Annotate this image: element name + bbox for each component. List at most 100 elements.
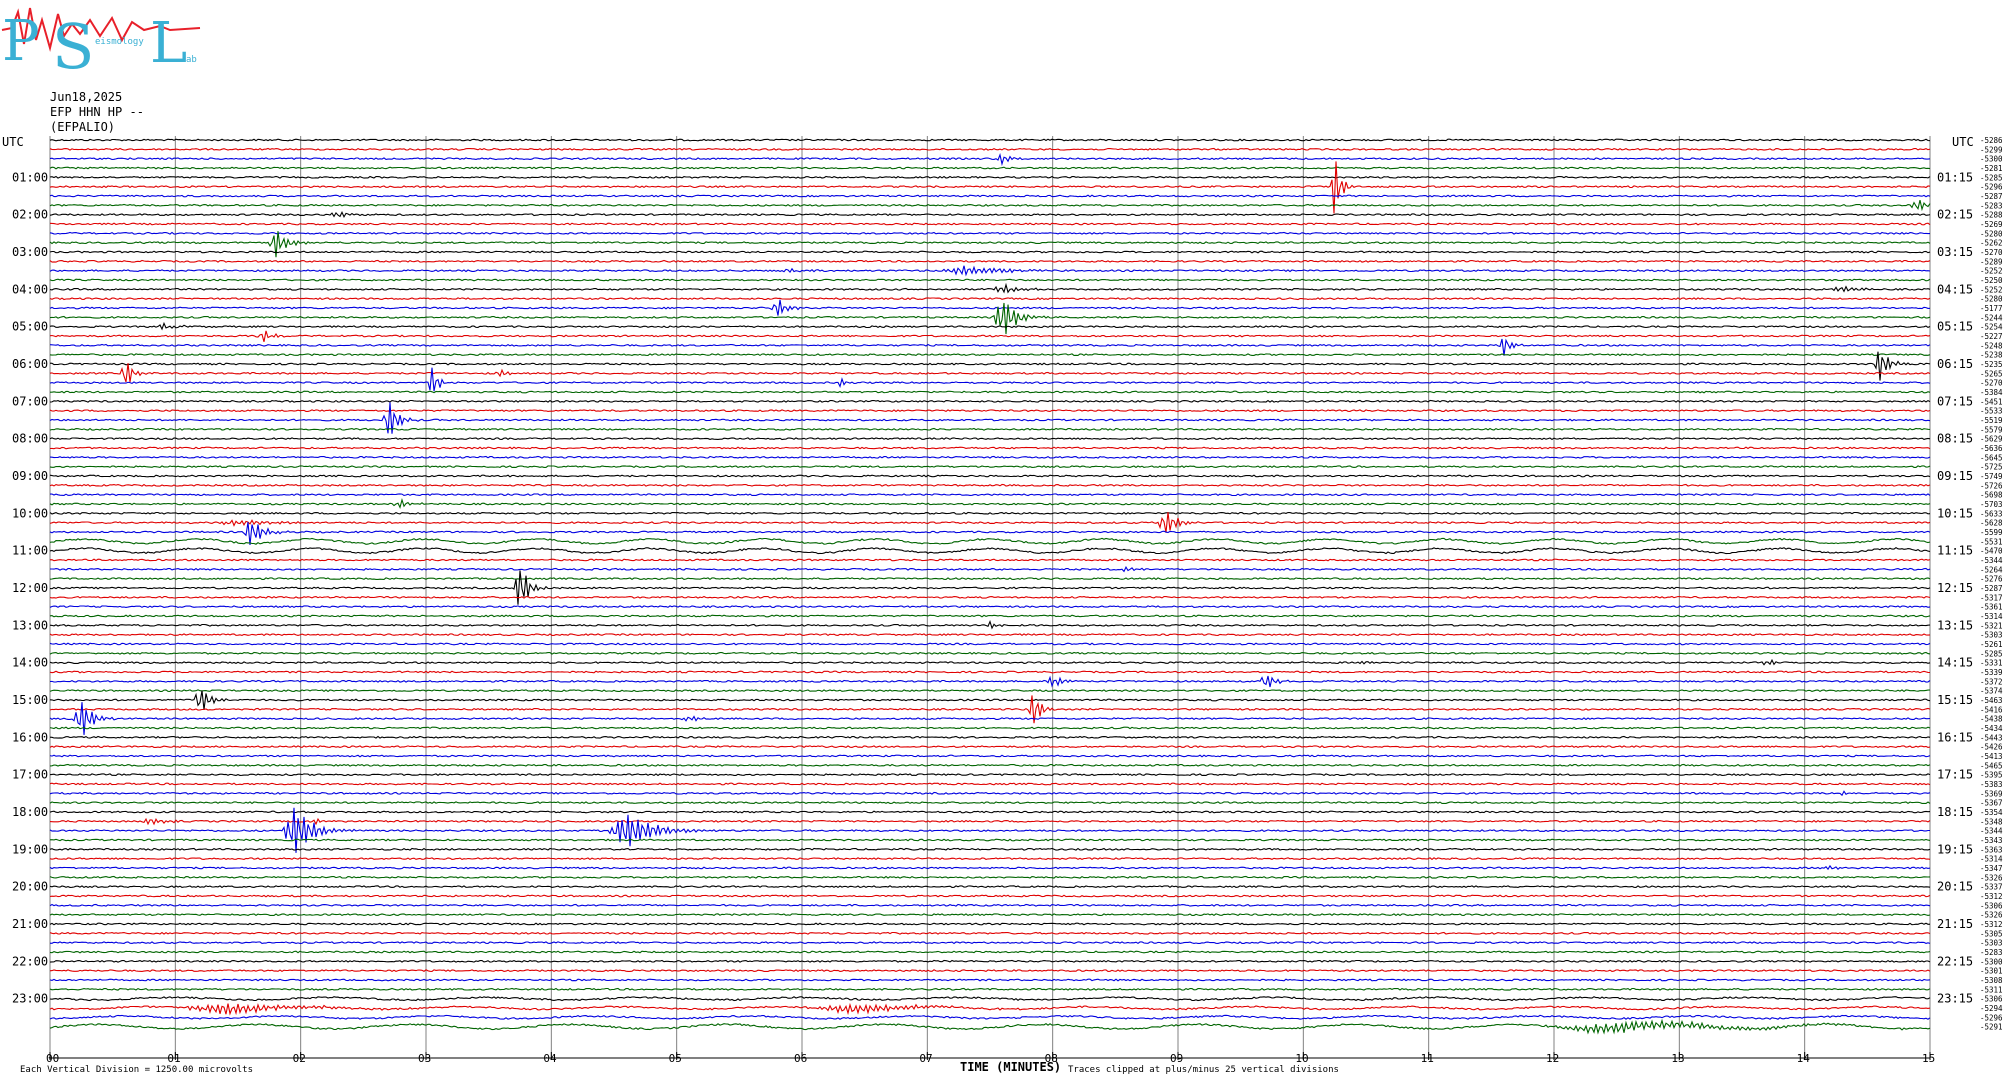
logo-small-text-2: ab xyxy=(186,55,197,65)
row-offset-label: -5749 xyxy=(1980,472,2003,481)
seismic-trace xyxy=(49,838,1931,842)
row-offset-label: -5264 xyxy=(1980,565,2003,574)
seismic-trace xyxy=(49,367,1931,392)
vertical-division-note: Each Vertical Division = 1250.00 microvo… xyxy=(20,1065,253,1075)
row-offset-label: -5438 xyxy=(1980,715,2003,724)
row-offset-label: -5426 xyxy=(1980,743,2003,752)
left-hour-label: 21:00 xyxy=(12,917,48,931)
seismic-trace xyxy=(50,566,1931,573)
left-hour-label: 01:00 xyxy=(12,170,48,184)
right-hour-label: 22:15 xyxy=(1937,954,1973,968)
seismic-trace xyxy=(49,577,1931,581)
row-offset-label: -5285 xyxy=(1980,173,2003,182)
row-offset-label: -5270 xyxy=(1980,248,2003,257)
seismic-trace xyxy=(49,978,1931,982)
row-offset-label: -5252 xyxy=(1980,285,2003,294)
row-offset-label: -5337 xyxy=(1980,883,2003,892)
row-offset-label: -5395 xyxy=(1980,771,2003,780)
right-hour-label: 14:15 xyxy=(1937,656,1973,670)
seismic-trace xyxy=(49,817,1931,826)
left-hour-label: 12:00 xyxy=(12,581,48,595)
row-offset-label: -5367 xyxy=(1980,799,2003,808)
seismic-trace xyxy=(49,651,1931,655)
row-offset-label: -5265 xyxy=(1980,369,2003,378)
seismic-trace xyxy=(49,153,1931,167)
left-hour-label: 23:00 xyxy=(12,992,48,1006)
seismic-trace xyxy=(49,138,1931,142)
row-offset-label: -5348 xyxy=(1980,817,2003,826)
left-hour-label: 03:00 xyxy=(12,245,48,259)
row-offset-label: -5288 xyxy=(1980,211,2003,220)
row-offset-label: -5312 xyxy=(1980,920,2003,929)
header-site: (EFPALIO) xyxy=(50,120,115,134)
seismic-trace xyxy=(49,1002,1931,1016)
row-offset-label: -5306 xyxy=(1980,901,2003,910)
row-offset-label: -5321 xyxy=(1980,621,2003,630)
seismic-trace xyxy=(49,278,1931,282)
seismic-trace xyxy=(49,847,1931,851)
left-hour-label: 09:00 xyxy=(12,469,48,483)
row-offset-label: -5283 xyxy=(1980,201,2003,210)
row-offset-label: -5289 xyxy=(1980,257,2003,266)
seismic-trace xyxy=(49,522,1931,546)
seismic-trace xyxy=(49,455,1931,459)
row-offset-label: -5636 xyxy=(1980,444,2003,453)
left-hour-label: 16:00 xyxy=(12,730,48,744)
row-offset-label: -5296 xyxy=(1980,1013,2003,1022)
seismic-trace xyxy=(49,353,1931,357)
seismic-trace xyxy=(49,299,1931,316)
row-offset-label: -5339 xyxy=(1980,668,2003,677)
left-hour-label: 22:00 xyxy=(12,954,48,968)
x-tick-labels: 00 01 02 03 04 05 06 07 08 09 10 11 12 13 14 15 xyxy=(46,1052,1935,1065)
seismic-trace xyxy=(49,695,1931,724)
row-offset-label: -5698 xyxy=(1980,491,2003,500)
seismic-trace xyxy=(49,619,1931,630)
logo-letter-p: P xyxy=(2,9,40,74)
seismic-trace xyxy=(49,987,1931,991)
seismic-trace xyxy=(49,931,1931,935)
seismic-trace xyxy=(49,969,1931,973)
left-hour-label: 05:00 xyxy=(12,320,48,334)
seismic-trace xyxy=(49,166,1931,170)
seismic-trace xyxy=(49,175,1931,179)
row-offset-label: -5354 xyxy=(1980,808,2003,817)
seismic-trace xyxy=(49,1014,1931,1020)
seismic-trace xyxy=(49,810,1931,814)
seismic-trace xyxy=(49,903,1931,907)
row-offset-label: -5451 xyxy=(1980,397,2003,406)
row-offset-label: -5629 xyxy=(1980,435,2003,444)
row-offset-label: -5374 xyxy=(1980,687,2003,696)
seismic-trace xyxy=(50,390,1931,394)
seismic-trace xyxy=(49,690,1931,710)
left-hour-label: 04:00 xyxy=(12,282,48,296)
row-offset-label: -5306 xyxy=(1980,995,2003,1004)
row-offset-label: -5383 xyxy=(1980,780,2003,789)
row-offset-label: -5286 xyxy=(1980,136,2003,145)
seismic-trace xyxy=(49,259,1931,263)
row-offset-label: -5248 xyxy=(1980,341,2003,350)
seismic-trace xyxy=(49,265,1931,277)
row-offset-label: -5633 xyxy=(1980,509,2003,518)
logo-small-text: eismology xyxy=(95,37,144,47)
row-offset-label: -5361 xyxy=(1980,603,2003,612)
seismic-trace xyxy=(49,409,1931,413)
row-offset-label: -5470 xyxy=(1980,547,2003,556)
row-offset-label: -5300 xyxy=(1980,155,2003,164)
seismic-trace xyxy=(49,702,1931,735)
seismic-trace xyxy=(49,338,1931,356)
row-offset-label: -5726 xyxy=(1980,481,2003,490)
row-offset-label: -5301 xyxy=(1980,967,2003,976)
row-offset-label: -5262 xyxy=(1980,239,2003,248)
right-utc-label: UTC xyxy=(1952,135,1974,149)
right-hour-label: 01:15 xyxy=(1937,170,1973,184)
seismic-trace xyxy=(49,570,1931,605)
row-offset-label: -5269 xyxy=(1980,220,2003,229)
row-offset-label: -5300 xyxy=(1980,957,2003,966)
row-offset-label: -5244 xyxy=(1980,313,2003,322)
row-offset-label: -5344 xyxy=(1980,556,2003,565)
header-station: EFP HHN HP -- xyxy=(50,105,144,119)
seismic-trace xyxy=(49,941,1931,945)
seismic-trace xyxy=(49,670,1931,674)
seismic-trace xyxy=(49,446,1931,450)
right-hour-label: 12:15 xyxy=(1937,581,1973,595)
